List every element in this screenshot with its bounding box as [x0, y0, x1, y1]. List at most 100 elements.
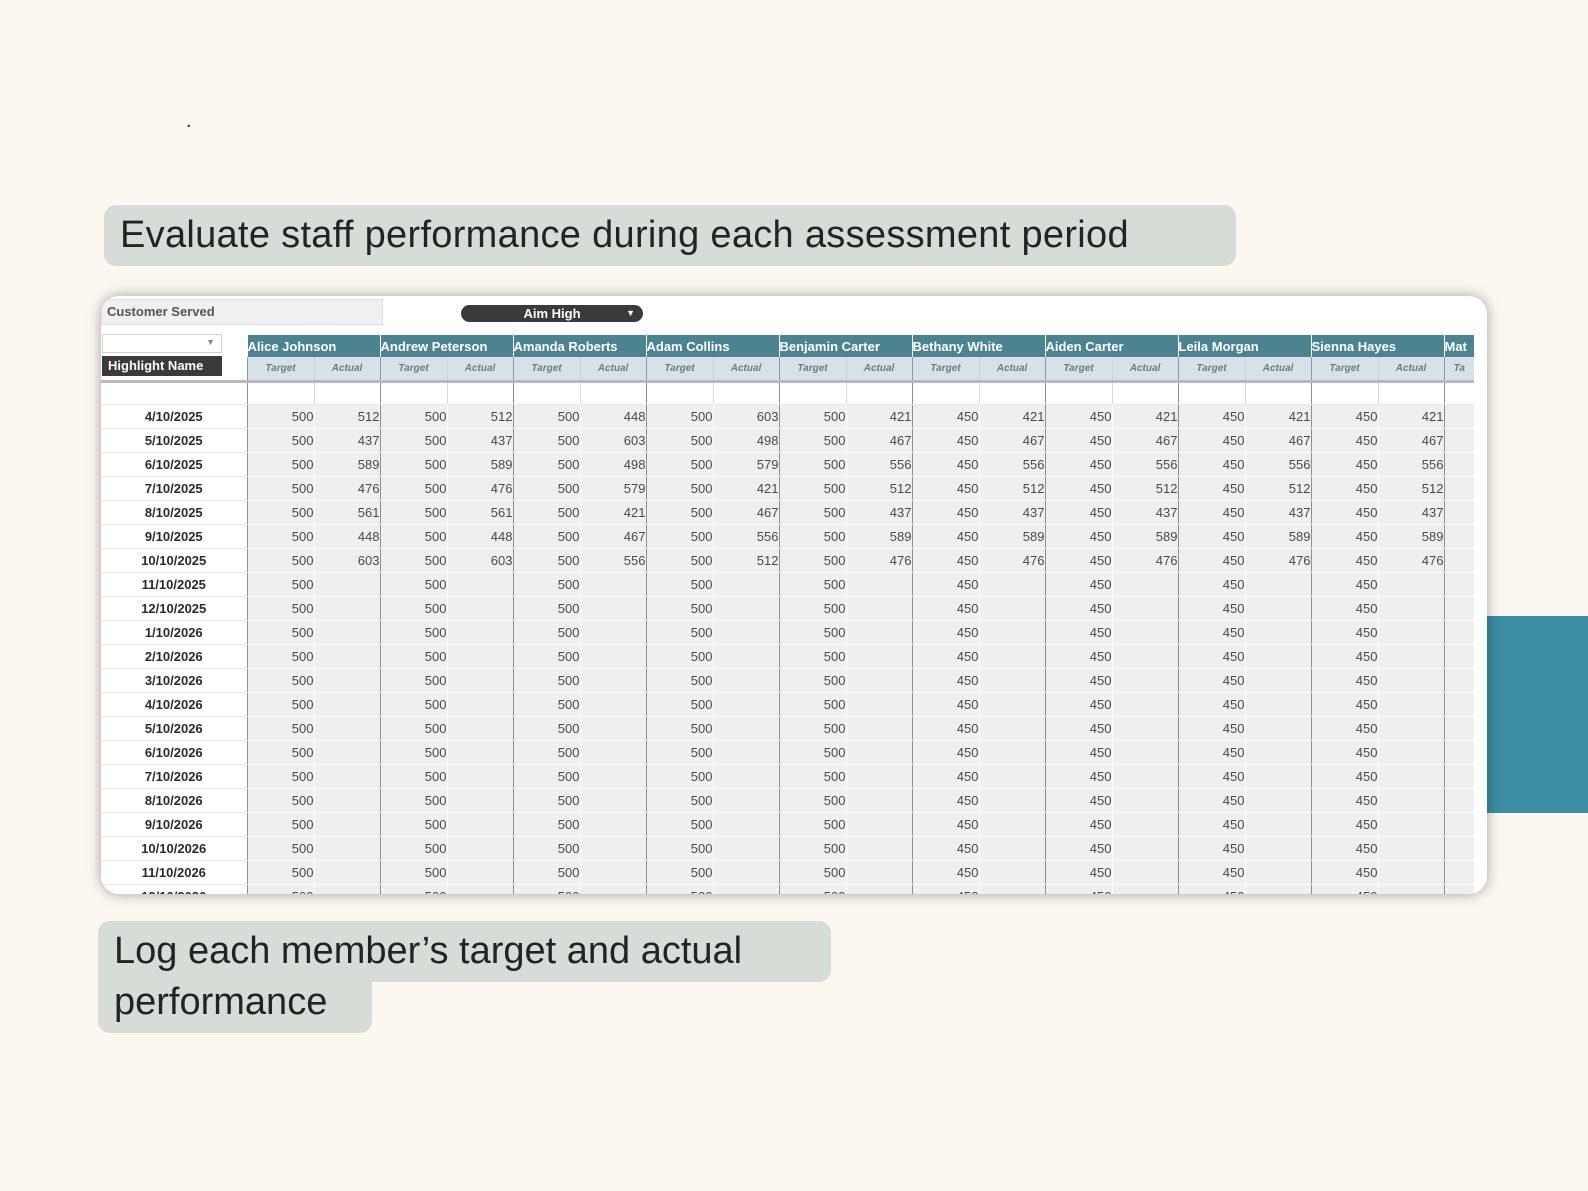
target-cell[interactable]: 450 [1044, 740, 1112, 765]
actual-cell[interactable] [1377, 572, 1444, 597]
target-cell[interactable]: 450 [1310, 596, 1378, 621]
actual-cell[interactable] [1111, 788, 1178, 813]
actual-cell[interactable] [313, 644, 380, 669]
period-date-cell[interactable]: 5/10/2025 [101, 428, 247, 453]
target-cell[interactable]: 500 [379, 692, 447, 717]
target-cell[interactable]: 450 [1310, 884, 1378, 894]
target-cell[interactable]: 450 [1310, 836, 1378, 861]
period-date-cell[interactable]: 10/10/2026 [101, 836, 247, 861]
actual-cell[interactable]: 561 [446, 500, 513, 525]
target-cell[interactable]: 500 [379, 788, 447, 813]
actual-cell[interactable] [845, 884, 912, 894]
target-cell[interactable]: 450 [1177, 812, 1245, 837]
target-cell[interactable] [1443, 692, 1474, 717]
actual-cell[interactable] [446, 884, 513, 894]
actual-cell[interactable] [712, 836, 779, 861]
actual-cell[interactable]: 448 [313, 524, 380, 549]
actual-cell[interactable]: 498 [712, 428, 779, 453]
actual-cell[interactable] [845, 668, 912, 693]
actual-cell[interactable] [313, 860, 380, 885]
actual-cell[interactable] [978, 836, 1045, 861]
target-cell[interactable]: 450 [1044, 476, 1112, 501]
period-date-cell[interactable]: 4/10/2026 [101, 692, 247, 717]
target-cell[interactable]: 500 [246, 668, 314, 693]
target-cell[interactable]: 500 [645, 884, 713, 894]
actual-cell[interactable]: 467 [579, 524, 646, 549]
target-cell[interactable]: 500 [512, 860, 580, 885]
actual-cell[interactable] [1377, 644, 1444, 669]
actual-cell[interactable] [446, 620, 513, 645]
actual-cell[interactable]: 589 [1244, 524, 1311, 549]
actual-cell[interactable] [1111, 764, 1178, 789]
actual-cell[interactable] [978, 860, 1045, 885]
period-date-cell[interactable]: 3/10/2026 [101, 668, 247, 693]
actual-cell[interactable]: 421 [1111, 404, 1178, 429]
actual-cell[interactable]: 467 [978, 428, 1045, 453]
target-cell[interactable]: 450 [911, 596, 979, 621]
target-cell[interactable]: 450 [1177, 740, 1245, 765]
actual-cell[interactable] [978, 716, 1045, 741]
actual-cell[interactable]: 556 [845, 452, 912, 477]
target-cell[interactable] [1443, 884, 1474, 894]
actual-cell[interactable] [1244, 836, 1311, 861]
target-cell[interactable]: 450 [1044, 428, 1112, 453]
actual-cell[interactable] [446, 572, 513, 597]
actual-cell[interactable] [1244, 716, 1311, 741]
period-date-cell[interactable]: 11/10/2026 [101, 860, 247, 885]
target-cell[interactable]: 450 [1177, 524, 1245, 549]
target-cell[interactable] [1443, 764, 1474, 789]
target-cell[interactable]: 450 [1177, 476, 1245, 501]
target-cell[interactable]: 500 [778, 428, 846, 453]
actual-cell[interactable] [446, 764, 513, 789]
actual-cell[interactable] [845, 644, 912, 669]
target-cell[interactable]: 500 [645, 812, 713, 837]
actual-cell[interactable] [446, 836, 513, 861]
actual-cell[interactable] [712, 740, 779, 765]
target-cell[interactable]: 500 [645, 764, 713, 789]
target-cell[interactable]: 500 [778, 596, 846, 621]
actual-cell[interactable] [313, 620, 380, 645]
target-cell[interactable]: 500 [512, 884, 580, 894]
target-cell[interactable] [1443, 620, 1474, 645]
target-cell[interactable]: 500 [645, 692, 713, 717]
target-cell[interactable]: 500 [379, 716, 447, 741]
actual-cell[interactable] [712, 596, 779, 621]
actual-cell[interactable] [1111, 716, 1178, 741]
target-cell[interactable]: 450 [1310, 452, 1378, 477]
actual-cell[interactable] [845, 812, 912, 837]
target-cell[interactable]: 500 [512, 548, 580, 573]
actual-cell[interactable] [1111, 740, 1178, 765]
actual-cell[interactable] [446, 596, 513, 621]
target-cell[interactable]: 450 [1310, 572, 1378, 597]
actual-cell[interactable] [313, 884, 380, 894]
target-cell[interactable]: 500 [246, 884, 314, 894]
target-cell[interactable]: 500 [379, 764, 447, 789]
actual-cell[interactable]: 589 [313, 452, 380, 477]
target-cell[interactable]: 500 [246, 644, 314, 669]
target-cell[interactable]: 500 [246, 692, 314, 717]
target-cell[interactable] [1443, 500, 1474, 525]
target-cell[interactable]: 450 [911, 548, 979, 573]
target-cell[interactable]: 450 [911, 668, 979, 693]
actual-cell[interactable] [1244, 692, 1311, 717]
target-cell[interactable]: 500 [512, 836, 580, 861]
actual-cell[interactable] [446, 812, 513, 837]
target-cell[interactable]: 450 [1044, 452, 1112, 477]
target-cell[interactable]: 500 [645, 620, 713, 645]
target-cell[interactable]: 450 [1310, 860, 1378, 885]
actual-cell[interactable] [1244, 788, 1311, 813]
actual-cell[interactable] [1244, 860, 1311, 885]
target-cell[interactable]: 500 [246, 524, 314, 549]
target-cell[interactable]: 450 [1310, 644, 1378, 669]
actual-cell[interactable]: 589 [1377, 524, 1444, 549]
target-cell[interactable]: 450 [911, 644, 979, 669]
target-cell[interactable]: 450 [1177, 764, 1245, 789]
target-cell[interactable] [1443, 788, 1474, 813]
actual-cell[interactable] [446, 692, 513, 717]
actual-cell[interactable]: 512 [313, 404, 380, 429]
target-cell[interactable]: 450 [911, 860, 979, 885]
target-cell[interactable] [1443, 836, 1474, 861]
period-date-cell[interactable]: 1/10/2026 [101, 620, 247, 645]
actual-cell[interactable]: 476 [845, 548, 912, 573]
actual-cell[interactable]: 467 [845, 428, 912, 453]
